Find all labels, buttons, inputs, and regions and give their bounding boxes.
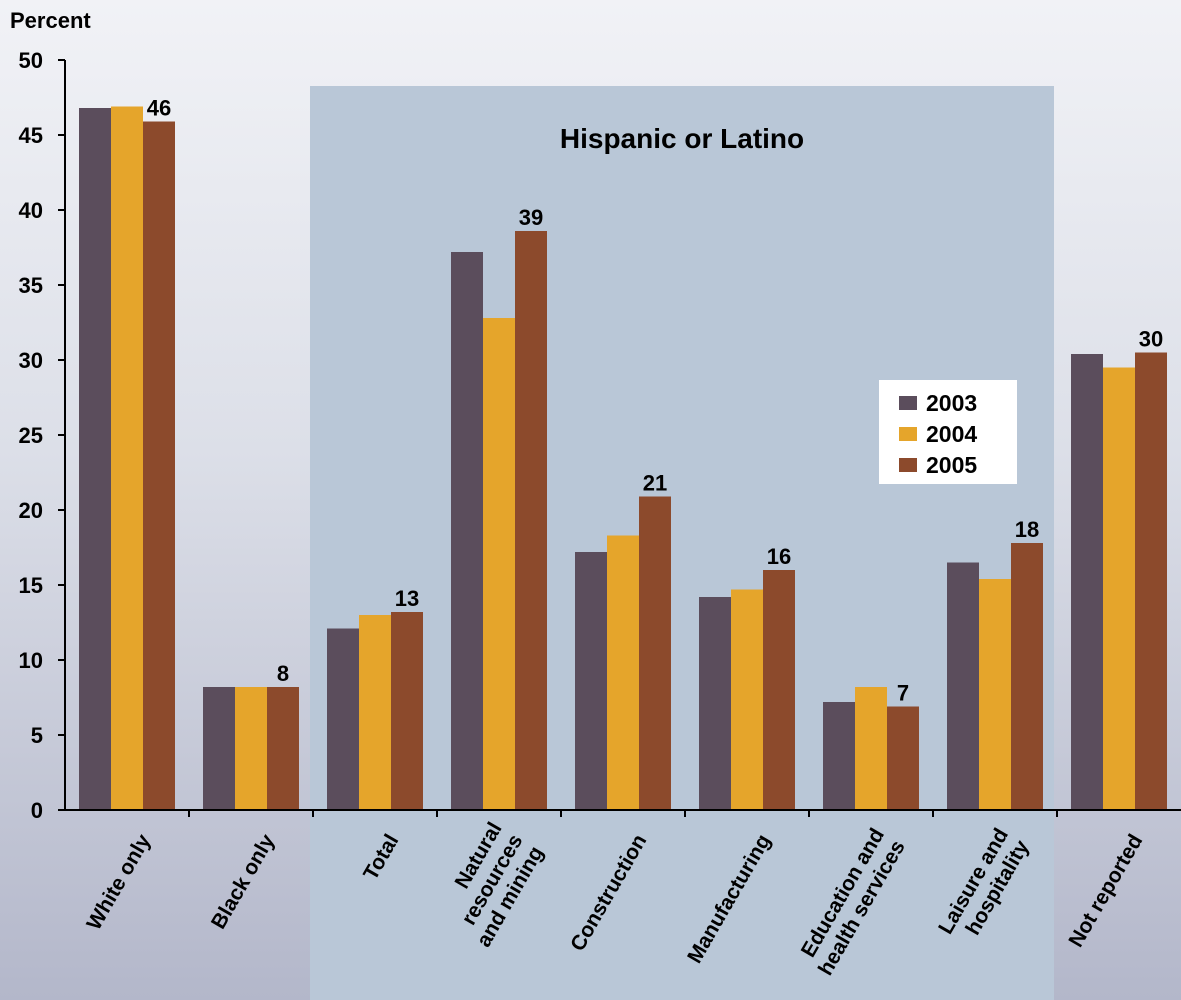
bar-2003-0: [79, 108, 111, 810]
bar-2004-6: [855, 687, 887, 810]
bar-2003-4: [575, 552, 607, 810]
bar-2005-5: [763, 570, 795, 810]
bar-2004-8: [1103, 367, 1135, 810]
bar-2003-3: [451, 252, 483, 810]
bars-layer: [79, 106, 1167, 810]
y-tick-label-20: 20: [19, 498, 43, 523]
data-labels-layer: 46 8 13 39 21 16 7 18 30: [147, 96, 1163, 706]
y-tick-label-45: 45: [19, 123, 43, 148]
bar-2005-4: [639, 496, 671, 810]
legend-swatch-2005: [899, 458, 917, 472]
legend-swatch-2004: [899, 427, 917, 441]
category-label-line: Black only: [207, 830, 280, 933]
bar-2005-7: [1011, 543, 1043, 810]
category-label-8: Not reported: [1064, 831, 1147, 952]
bar-2004-2: [359, 615, 391, 810]
bar-2004-0: [111, 106, 143, 810]
y-tick-label-5: 5: [31, 723, 43, 748]
y-tick-label-30: 30: [19, 348, 43, 373]
bar-2004-3: [483, 318, 515, 810]
category-label-0: White only: [82, 830, 155, 934]
y-tick-label-25: 25: [19, 423, 43, 448]
category-label-line: Not reported: [1064, 831, 1147, 952]
bar-2004-5: [731, 589, 763, 810]
category-label-line: White only: [82, 830, 155, 934]
bar-2003-8: [1071, 354, 1103, 810]
bar-2003-2: [327, 628, 359, 810]
bar-2003-5: [699, 597, 731, 810]
bar-2005-3: [515, 231, 547, 810]
legend-label-2003: 2003: [926, 390, 977, 416]
y-tick-label-0: 0: [31, 798, 43, 823]
data-label-6: 7: [897, 681, 909, 706]
data-label-7: 18: [1015, 517, 1039, 542]
hispanic-group-band: [310, 86, 1054, 1000]
data-label-8: 30: [1139, 327, 1163, 352]
hispanic-group-label: Hispanic or Latino: [560, 123, 804, 154]
bar-2005-2: [391, 612, 423, 810]
bar-2005-1: [267, 687, 299, 810]
legend-label-2005: 2005: [926, 452, 977, 478]
y-tick-label-35: 35: [19, 273, 43, 298]
bar-2003-1: [203, 687, 235, 810]
y-tick-label-10: 10: [19, 648, 43, 673]
y-tick-label-15: 15: [19, 573, 43, 598]
y-tick-label-40: 40: [19, 198, 43, 223]
bar-2005-6: [887, 706, 919, 810]
bar-2004-4: [607, 535, 639, 810]
bar-2004-1: [235, 687, 267, 810]
bar-2003-7: [947, 562, 979, 810]
bar-2005-0: [143, 121, 175, 810]
data-label-1: 8: [277, 661, 289, 686]
data-label-3: 39: [519, 205, 543, 230]
y-axis-title: Percent: [10, 8, 91, 33]
data-label-4: 21: [643, 471, 667, 496]
bar-2003-6: [823, 702, 855, 810]
bar-2004-7: [979, 579, 1011, 810]
data-label-0: 46: [147, 96, 171, 121]
data-label-5: 16: [767, 544, 791, 569]
category-label-1: Black only: [207, 830, 280, 933]
legend-swatch-2003: [899, 396, 917, 410]
y-tick-label-50: 50: [19, 48, 43, 73]
legend: 2003 2004 2005: [879, 380, 1017, 484]
data-label-2: 13: [395, 586, 419, 611]
legend-label-2004: 2004: [926, 421, 977, 447]
bar-2005-8: [1135, 352, 1167, 810]
